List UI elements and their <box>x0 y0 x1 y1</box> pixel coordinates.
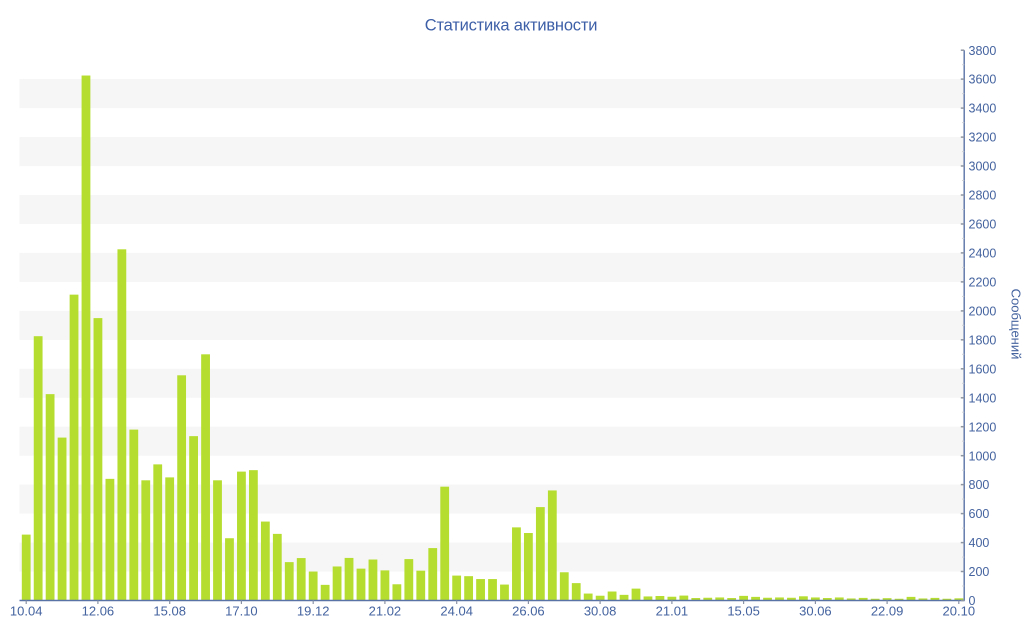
svg-text:19.12: 19.12 <box>297 604 330 619</box>
svg-text:3200: 3200 <box>969 131 997 145</box>
svg-text:3800: 3800 <box>969 44 997 58</box>
svg-text:12.06: 12.06 <box>82 604 115 619</box>
svg-text:24.04: 24.04 <box>440 604 473 619</box>
svg-text:600: 600 <box>969 507 990 521</box>
svg-text:200: 200 <box>969 565 990 579</box>
svg-text:3600: 3600 <box>969 73 997 87</box>
svg-text:800: 800 <box>969 478 990 492</box>
svg-text:Статистика активности: Статистика активности <box>425 17 597 35</box>
svg-text:30.06: 30.06 <box>799 604 832 619</box>
svg-text:2600: 2600 <box>969 218 997 232</box>
svg-text:21.02: 21.02 <box>369 604 402 619</box>
svg-text:26.06: 26.06 <box>512 604 545 619</box>
svg-text:400: 400 <box>969 536 990 550</box>
svg-text:0: 0 <box>969 594 976 608</box>
svg-text:3000: 3000 <box>969 160 997 174</box>
svg-text:1200: 1200 <box>969 420 997 434</box>
svg-text:15.05: 15.05 <box>727 604 760 619</box>
svg-text:10.04: 10.04 <box>10 604 43 619</box>
svg-text:2200: 2200 <box>969 276 997 290</box>
svg-text:22.09: 22.09 <box>871 604 904 619</box>
svg-text:1600: 1600 <box>969 362 997 376</box>
svg-text:21.01: 21.01 <box>656 604 689 619</box>
svg-text:2400: 2400 <box>969 247 997 261</box>
svg-text:20.10: 20.10 <box>943 604 976 619</box>
svg-text:15.08: 15.08 <box>153 604 186 619</box>
svg-text:1800: 1800 <box>969 333 997 347</box>
svg-text:Сообщений: Сообщений <box>1009 289 1024 360</box>
svg-text:3400: 3400 <box>969 102 997 116</box>
svg-text:30.08: 30.08 <box>584 604 617 619</box>
svg-text:2800: 2800 <box>969 189 997 203</box>
svg-text:2000: 2000 <box>969 305 997 319</box>
svg-text:1400: 1400 <box>969 391 997 405</box>
svg-text:17.10: 17.10 <box>225 604 258 619</box>
svg-text:1000: 1000 <box>969 449 997 463</box>
